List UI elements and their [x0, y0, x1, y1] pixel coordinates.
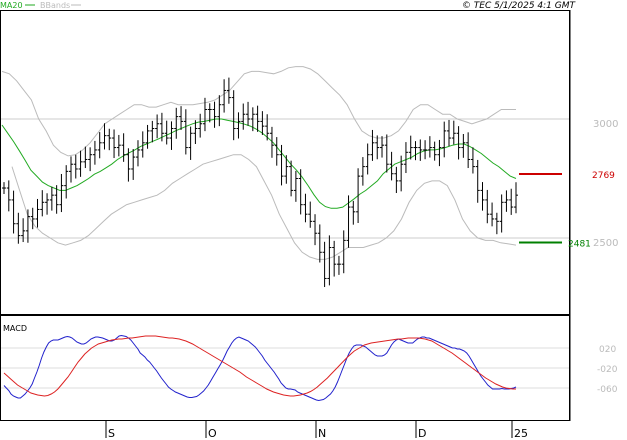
macd-y-tick-m20: -020 [597, 365, 618, 375]
macd-y-tick-m60: -060 [597, 385, 618, 395]
macd-title: MACD [3, 324, 27, 333]
ma20-line [1, 118, 517, 209]
ma20-legend: MA20 [0, 1, 23, 10]
x-tick-label: S [108, 427, 115, 440]
x-tick-label: 25 [514, 427, 528, 440]
x-tick-label: N [318, 427, 326, 440]
x-tick-label: O [208, 427, 217, 440]
bbands-legend: BBands [40, 1, 70, 10]
price-panel-frame [0, 10, 570, 315]
resistance-label: 2769 [592, 171, 615, 181]
signal-line [3, 335, 516, 397]
support-label: 2481 [568, 240, 591, 250]
y-tick-2500: 2500 [593, 238, 618, 249]
y-tick-3000: 3000 [593, 119, 618, 130]
bb-lower-line [11, 154, 517, 260]
bb-upper-line [1, 66, 516, 157]
macd-line [3, 334, 517, 402]
macd-y-tick-20: 020 [599, 345, 616, 355]
x-tick-label: D [418, 427, 426, 440]
copyright-timestamp: © TEC 5/1/2025 4:1 GMT [462, 1, 577, 11]
